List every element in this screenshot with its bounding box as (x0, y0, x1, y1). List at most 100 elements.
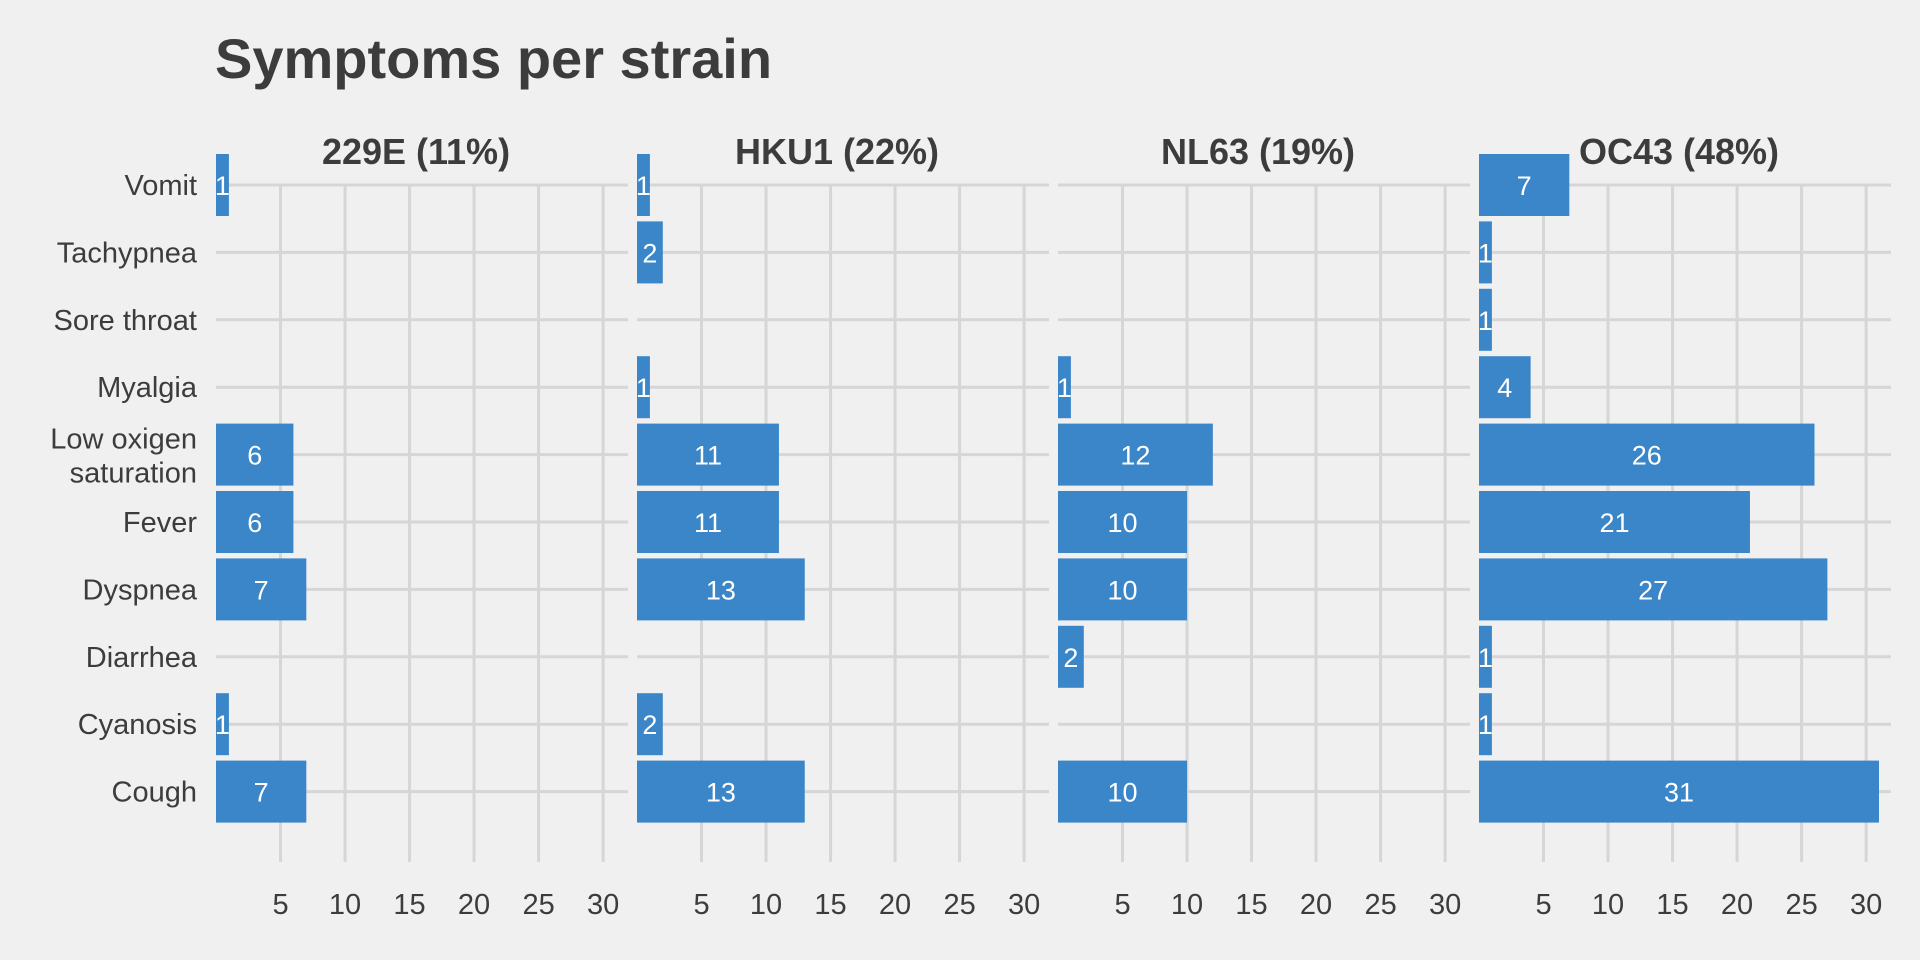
bar-cyanosis (1479, 693, 1492, 756)
x-tick-label: 5 (1114, 889, 1130, 921)
bar-dyspnea (1058, 558, 1188, 621)
bar-value-label: 1 (636, 373, 651, 403)
bar-value-label: 7 (254, 575, 269, 605)
bar-value-label: 2 (642, 710, 657, 740)
x-tick-label: 10 (1592, 889, 1624, 921)
bar-fever (637, 491, 779, 553)
x-tick-label: 20 (458, 889, 490, 921)
y-label-diarrhea: Diarrhea (86, 642, 198, 674)
bar-cough (1479, 760, 1879, 823)
bar-sore-throat (1479, 288, 1492, 351)
bar-value-label: 1 (215, 171, 230, 201)
facet-title: 229E (11%) (322, 131, 510, 172)
x-tick-label: 20 (1300, 889, 1332, 921)
bar-low-oxigen-saturation (1058, 423, 1213, 486)
y-label-fever: Fever (123, 507, 197, 539)
x-tick-label: 15 (393, 889, 425, 921)
x-tick-label: 30 (587, 889, 619, 921)
x-tick-label: 30 (1429, 889, 1461, 921)
bar-value-label: 10 (1107, 508, 1137, 538)
bar-cyanosis (216, 693, 229, 756)
bar-cough (637, 760, 805, 823)
x-tick-label: 25 (943, 889, 975, 921)
bar-diarrhea (1479, 625, 1492, 688)
facet-nl63-19: NL63 (19%) 1 12 10 10 2 10 5 10 15 20 25 30 (1057, 131, 1470, 921)
bar-value-label: 1 (1478, 643, 1493, 673)
bar-low-oxigen-saturation (216, 423, 294, 486)
x-tick-label: 5 (693, 889, 709, 921)
bar-value-label: 31 (1664, 778, 1694, 808)
bar-fever (1479, 491, 1750, 553)
facet-title: HKU1 (22%) (735, 131, 939, 172)
y-label-vomit: Vomit (124, 170, 197, 202)
y-axis-labels: Vomit Tachypnea Sore throat Myalgia Low oxig… (50, 170, 198, 809)
bar-value-label: 7 (254, 778, 269, 808)
bar-value-label: 27 (1638, 575, 1668, 605)
facet-title: NL63 (19%) (1161, 131, 1355, 172)
y-label-low-oxigen-saturation: Low oxigen saturation (50, 424, 197, 490)
y-label-cough: Cough (112, 777, 197, 809)
bar-value-label: 11 (694, 508, 722, 538)
x-tick-label: 10 (750, 889, 782, 921)
bar-value-label: 7 (1517, 171, 1532, 201)
bar-vomit (637, 154, 650, 216)
bar-cough (216, 760, 307, 823)
bar-fever (1058, 491, 1188, 553)
chart-title: Symptoms per strain (215, 27, 772, 90)
x-tick-label: 15 (1656, 889, 1688, 921)
x-tick-label: 15 (814, 889, 846, 921)
bar-value-label: 1 (636, 171, 651, 201)
y-label-myalgia: Myalgia (97, 372, 198, 404)
bar-cough (1058, 760, 1188, 823)
bar-value-label: 6 (247, 508, 262, 538)
facet-229e-11: 229E (11%) 1 6 6 7 1 7 5 10 15 20 25 30 (215, 131, 628, 921)
x-tick-label: 10 (329, 889, 361, 921)
y-label-tachypnea: Tachypnea (57, 237, 198, 269)
bar-dyspnea (637, 558, 805, 621)
bar-value-label: 13 (706, 778, 736, 808)
y-label-dyspnea: Dyspnea (83, 574, 198, 606)
x-tick-label: 5 (1535, 889, 1551, 921)
bar-tachypnea (637, 221, 663, 284)
bar-value-label: 26 (1632, 441, 1662, 471)
x-tick-label: 25 (522, 889, 554, 921)
bar-diarrhea (1058, 625, 1084, 688)
bar-value-label: 1 (1478, 306, 1493, 336)
facet-title: OC43 (48%) (1579, 131, 1779, 172)
bar-value-label: 13 (706, 575, 736, 605)
facet-oc43-48: OC43 (48%) 7 1 1 4 26 21 27 1 1 31 5 10 15 20 25 30 (1478, 131, 1891, 921)
bar-value-label: 1 (215, 710, 230, 740)
bar-value-label: 4 (1497, 373, 1512, 403)
bar-vomit (1479, 154, 1570, 216)
bar-value-label: 11 (694, 441, 722, 471)
bar-myalgia (1058, 356, 1071, 419)
x-tick-label: 30 (1008, 889, 1040, 921)
bar-myalgia (1479, 356, 1531, 419)
x-tick-label: 5 (272, 889, 288, 921)
bar-value-label: 1 (1057, 373, 1072, 403)
bar-vomit (216, 154, 229, 216)
x-tick-label: 25 (1785, 889, 1817, 921)
y-label-cyanosis: Cyanosis (78, 709, 197, 741)
bar-value-label: 10 (1107, 575, 1137, 605)
bar-value-label: 12 (1120, 441, 1150, 471)
bar-cyanosis (637, 693, 663, 756)
bar-tachypnea (1479, 221, 1492, 284)
x-tick-label: 20 (1721, 889, 1753, 921)
bar-dyspnea (216, 558, 307, 621)
bar-low-oxigen-saturation (637, 423, 779, 486)
bar-value-label: 1 (1478, 710, 1493, 740)
x-tick-label: 10 (1171, 889, 1203, 921)
x-tick-label: 25 (1364, 889, 1396, 921)
bar-value-label: 2 (1063, 643, 1078, 673)
bar-value-label: 10 (1107, 778, 1137, 808)
x-tick-label: 20 (879, 889, 911, 921)
bar-value-label: 6 (247, 441, 262, 471)
x-tick-label: 30 (1850, 889, 1882, 921)
bar-fever (216, 491, 294, 553)
x-tick-label: 15 (1235, 889, 1267, 921)
